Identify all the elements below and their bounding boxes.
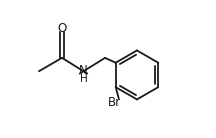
- Text: O: O: [57, 22, 67, 35]
- Text: Br: Br: [108, 96, 121, 109]
- Text: N: N: [79, 64, 88, 77]
- Text: H: H: [80, 74, 87, 84]
